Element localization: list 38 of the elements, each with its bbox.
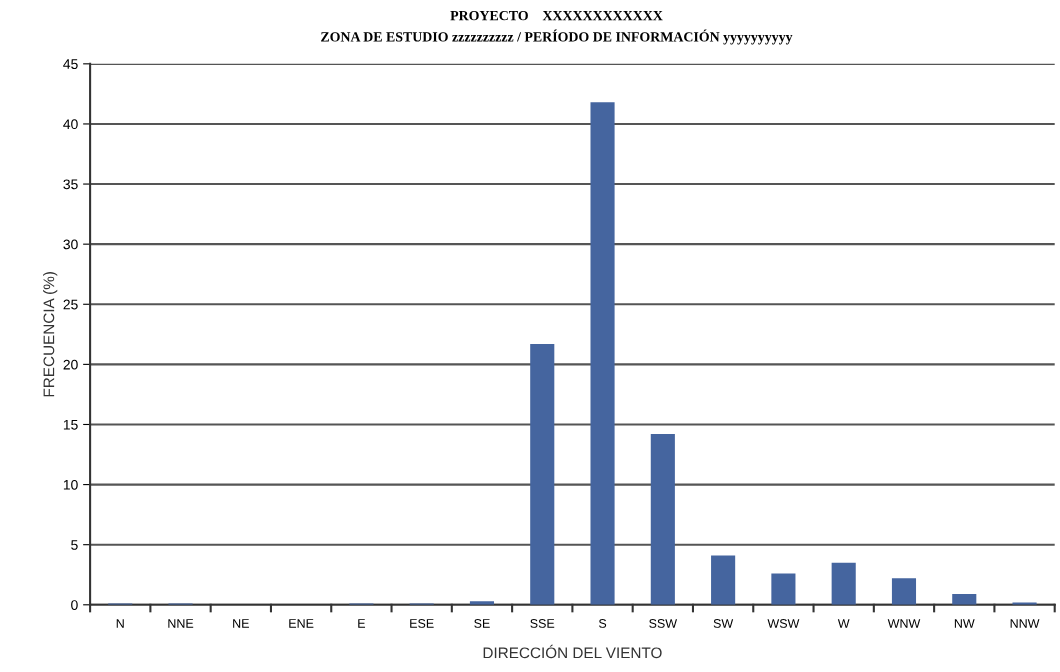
- chart-title: PROYECTO XXXXXXXXXXXX: [450, 10, 663, 21]
- y-tick-label: 45: [63, 59, 78, 70]
- x-tick-label: W: [837, 619, 850, 628]
- bar: [771, 573, 796, 605]
- bar: [891, 578, 917, 605]
- bar: [952, 593, 977, 605]
- x-tick-label: ENE: [289, 619, 314, 628]
- x-tick-label: E: [358, 619, 366, 628]
- x-tick-label: S: [598, 619, 607, 628]
- y-tick-label: 40: [63, 119, 78, 130]
- chart-subtitle: ZONA DE ESTUDIO zzzzzzzzzz / PERÍODO DE INFORMACIÓN yyyyyyyyyy: [321, 29, 793, 45]
- y-tick-label: 5: [71, 540, 78, 550]
- x-tick-label: WNW: [887, 619, 921, 628]
- bar: [650, 434, 675, 605]
- x-tick-label: WSW: [767, 619, 800, 628]
- x-tick-label: NW: [954, 619, 975, 628]
- y-tick-label: 35: [63, 179, 78, 190]
- x-tick-label: SSW: [649, 619, 678, 628]
- y-tick-label: 25: [63, 299, 78, 310]
- x-tick-label: N: [116, 619, 124, 628]
- x-tick-label: SW: [713, 619, 734, 628]
- bar: [530, 343, 555, 605]
- bar: [711, 555, 736, 605]
- x-axis-title: DIRECCIÓN DEL VIENTO: [483, 644, 662, 659]
- x-tick-label: NNW: [1010, 619, 1040, 628]
- y-tick-label: 30: [63, 239, 78, 250]
- x-tick-label: SSE: [530, 619, 555, 628]
- bar: [831, 562, 856, 605]
- y-tick-label: 10: [63, 479, 78, 490]
- x-tick-label: ESE: [410, 619, 434, 628]
- y-tick-label: 20: [63, 359, 78, 370]
- x-tick-label: NNE: [168, 619, 194, 628]
- y-tick-label: 15: [63, 419, 78, 430]
- y-tick-label: 0: [71, 600, 78, 610]
- y-axis-title: FRECUENCIA (%): [43, 272, 58, 397]
- x-tick-label: SE: [474, 619, 490, 628]
- bar: [590, 102, 615, 605]
- x-tick-label: NE: [233, 619, 249, 628]
